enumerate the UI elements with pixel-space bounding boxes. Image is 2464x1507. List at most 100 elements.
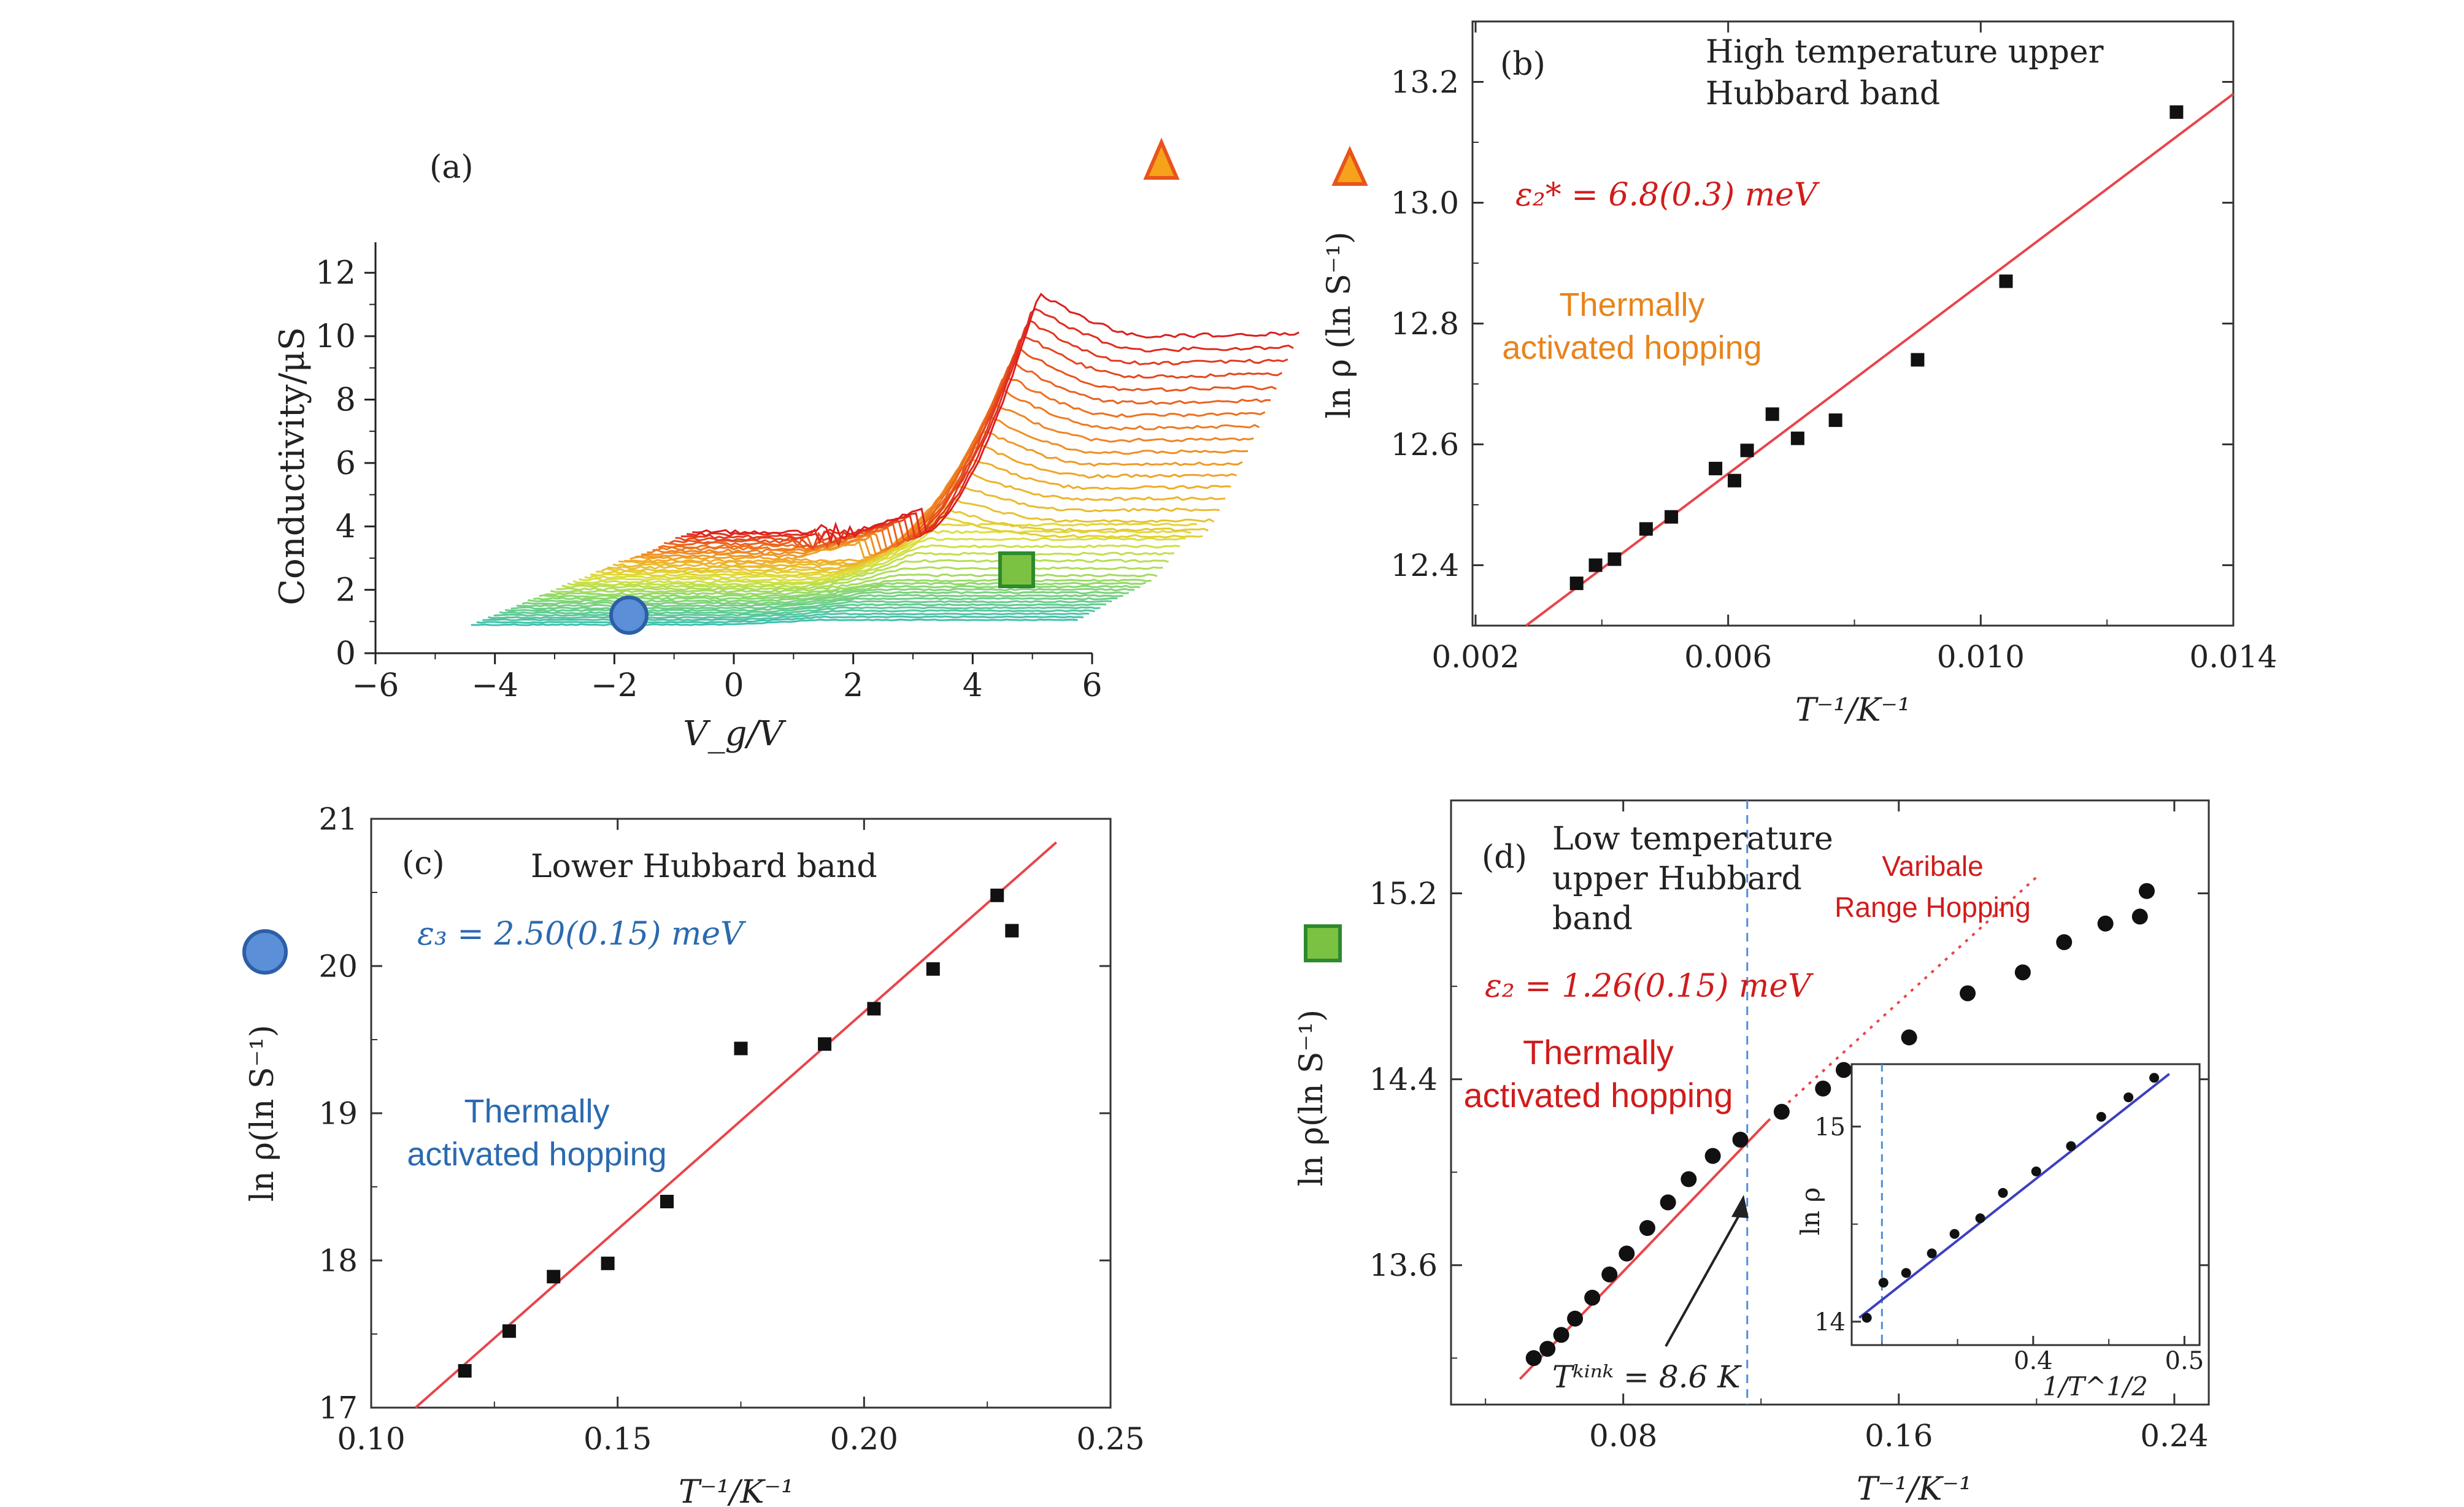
- inset-data-point: [1998, 1188, 2008, 1198]
- inset-data-point: [2096, 1112, 2106, 1122]
- d-inset: 0.4 0.51415 ln ρ 1/T^1/2: [1795, 1064, 2204, 1402]
- d-data-point: [1960, 985, 1976, 1001]
- b-annotation-line1: Thermally: [1559, 286, 1704, 323]
- d-data-point: [1567, 1311, 1583, 1327]
- d-data-point: [1733, 1132, 1749, 1148]
- d-data-point: [2139, 883, 2155, 899]
- c-x-tick-label: 0.25: [1076, 1421, 1144, 1457]
- b-data-point: [1791, 432, 1804, 445]
- d-data-point: [1601, 1267, 1617, 1283]
- b-data-point: [1728, 474, 1741, 488]
- circle-marker: [611, 597, 647, 633]
- d-annotation-line1: Thermally: [1523, 1033, 1674, 1072]
- d-vrh-line1: Varibale: [1882, 850, 1983, 882]
- d-data-point: [1681, 1171, 1696, 1187]
- c-data-point: [990, 889, 1004, 902]
- d-data-point: [1553, 1327, 1569, 1343]
- panel-b-label: (b): [1500, 46, 1546, 83]
- a-y-tick-label: 0: [336, 635, 356, 672]
- inset-x-tick-label: 0.5: [2165, 1347, 2204, 1375]
- panel-d: 0.08 0.16 0.24 13.6 14.4 15.2 (d) Low tempera…: [1293, 800, 2209, 1507]
- c-y-tick-label: 18: [318, 1243, 358, 1279]
- b-data-point: [1766, 407, 1779, 421]
- c-y-tick-label: 20: [318, 949, 358, 984]
- a-y-tick-label: 4: [336, 508, 356, 545]
- inset-data-point: [2123, 1092, 2133, 1102]
- d-title-line1: Low temperature: [1552, 821, 1833, 857]
- inset-y-tick-label: 14: [1814, 1308, 1846, 1336]
- inset-data-point: [1950, 1229, 1960, 1239]
- inset-frame: [1852, 1064, 2200, 1345]
- b-y-tick-label: 13.0: [1391, 185, 1459, 221]
- b-title-line2: Hubbard band: [1706, 75, 1940, 112]
- b-x-tick-label: 0.002: [1431, 639, 1519, 675]
- d-data-point: [1539, 1341, 1555, 1357]
- inset-data-point: [1901, 1268, 1911, 1278]
- d-data-point: [2132, 908, 2148, 924]
- d-data-point: [2098, 916, 2114, 932]
- d-kink-label: Tᵏⁱⁿᵏ = 8.6 K: [1552, 1359, 1742, 1395]
- d-y-axis-label: ln ρ(ln S⁻¹): [1293, 1010, 1330, 1186]
- b-data-point: [1639, 522, 1653, 535]
- c-y-axis-label: ln ρ(ln S⁻¹): [244, 1025, 281, 1202]
- conductivity-curve: [692, 294, 1299, 541]
- figure: −6 −4 −2 0 2 4 6 024681012 (a) Conductivity/μS…: [0, 0, 2464, 1507]
- d-data-point: [2015, 964, 2031, 980]
- b-x-tick-label: 0.010: [1937, 639, 2025, 675]
- c-data-point: [547, 1270, 560, 1283]
- c-title: Lower Hubbard band: [531, 848, 877, 885]
- a-x-tick-label: 6: [1082, 667, 1102, 704]
- c-data-point: [502, 1324, 516, 1338]
- d-data-point: [1836, 1062, 1852, 1078]
- c-data-point: [926, 962, 940, 976]
- panel-b: 0.002 0.006 0.010 0.014 12.4 12.6 12.8 13.0 13.2…: [1321, 21, 2277, 729]
- a-y-ticks: 0 2 4 6 8 10 12: [315, 255, 375, 672]
- c-x-tick-label: 0.20: [830, 1421, 898, 1457]
- d-data-point: [1619, 1246, 1634, 1262]
- a-x-tick-label: −6: [352, 667, 399, 704]
- b-y-tick-label: 12.8: [1391, 306, 1459, 342]
- d-title-line2: upper Hubbard: [1552, 861, 1802, 897]
- d-kink-arrow: [1666, 1211, 1741, 1346]
- inset-data-point: [1879, 1278, 1888, 1287]
- square-marker-d: [1306, 926, 1340, 961]
- d-annotation-line2: activated hopping: [1463, 1076, 1733, 1114]
- a-x-tick-label: 0: [723, 667, 744, 704]
- b-data-point: [1570, 577, 1584, 590]
- panel-a: −6 −4 −2 0 2 4 6 0 2 4 6 8 10 12 (a) Conductivity/μS…: [272, 142, 1299, 754]
- panel-a-label: (a): [429, 149, 474, 186]
- a-y-axis-label: Conductivity/μS: [272, 327, 312, 605]
- a-y-tick-label: 2: [336, 572, 356, 609]
- b-y-axis-label: ln ρ (ln S⁻¹): [1321, 232, 1358, 419]
- conductivity-curve: [676, 337, 1282, 547]
- b-data-point: [1665, 510, 1678, 524]
- b-data-point: [1829, 413, 1842, 427]
- panel-c: 0.10 0.15 0.20 0.25 17 18 19 20 21 (c) Lower Hub…: [244, 802, 1145, 1507]
- inset-data-point: [2066, 1141, 2076, 1151]
- a-y-tick-label: 6: [336, 445, 356, 482]
- c-x-axis-label: T⁻¹/K⁻¹: [679, 1474, 794, 1507]
- c-annotation-line1: Thermally: [464, 1093, 609, 1130]
- c-data-point: [601, 1257, 615, 1270]
- inset-data-point: [2149, 1073, 2159, 1083]
- conductivity-curve: [687, 309, 1293, 540]
- square-marker: [1000, 553, 1033, 586]
- c-data-point: [660, 1195, 674, 1208]
- d-x-tick-label: 0.16: [1865, 1418, 1933, 1454]
- inset-y-axis-label: ln ρ: [1795, 1187, 1825, 1236]
- b-data-point: [1709, 462, 1722, 475]
- a-x-tick-label: −4: [471, 667, 518, 704]
- c-energy-label: ε₃ = 2.50(0.15) meV: [417, 916, 746, 953]
- c-data-point: [1005, 924, 1018, 937]
- b-x-tick-label: 0.014: [2189, 639, 2277, 675]
- inset-data-point: [2031, 1167, 2041, 1176]
- d-data-point: [1660, 1194, 1676, 1210]
- d-data-point: [1526, 1350, 1542, 1366]
- d-energy-label: ε₂ = 1.26(0.15) meV: [1485, 968, 1814, 1005]
- b-y-tick-label: 13.2: [1391, 64, 1459, 100]
- c-y-tick-label: 21: [318, 802, 358, 837]
- b-title-line1: High temperature upper: [1706, 34, 2104, 71]
- d-title-line3: band: [1552, 900, 1633, 937]
- panel-c-label: (c): [402, 845, 445, 882]
- c-x-tick-label: 0.10: [337, 1421, 405, 1457]
